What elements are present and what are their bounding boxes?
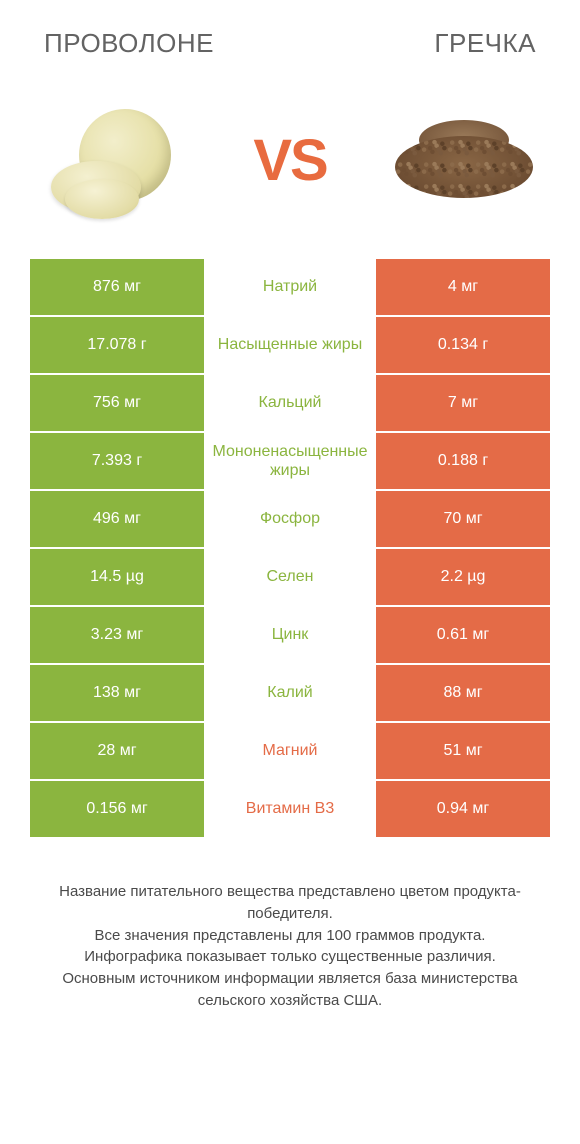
- table-row: 756 мгКальций7 мг: [30, 375, 550, 433]
- footer-line: Инфографика показывает только существенн…: [30, 946, 550, 968]
- left-value-cell: 496 мг: [30, 491, 204, 547]
- nutrient-name-cell: Натрий: [204, 259, 376, 315]
- table-row: 876 мгНатрий4 мг: [30, 259, 550, 317]
- provolone-icon: [51, 105, 181, 215]
- table-row: 0.156 мгВитамин B30.94 мг: [30, 781, 550, 839]
- right-value-cell: 88 мг: [376, 665, 550, 721]
- left-value-cell: 0.156 мг: [30, 781, 204, 837]
- nutrient-name-cell: Селен: [204, 549, 376, 605]
- table-row: 28 мгМагний51 мг: [30, 723, 550, 781]
- left-value-cell: 17.078 г: [30, 317, 204, 373]
- footer-line: Все значения представлены для 100 граммо…: [30, 925, 550, 947]
- left-value-cell: 3.23 мг: [30, 607, 204, 663]
- footer-notes: Название питательного вещества представл…: [30, 881, 550, 1012]
- right-product-title: ГРЕЧКА: [434, 28, 536, 59]
- nutrient-name-cell: Магний: [204, 723, 376, 779]
- table-row: 496 мгФосфор70 мг: [30, 491, 550, 549]
- left-value-cell: 876 мг: [30, 259, 204, 315]
- right-value-cell: 0.61 мг: [376, 607, 550, 663]
- table-row: 17.078 гНасыщенные жиры0.134 г: [30, 317, 550, 375]
- left-value-cell: 7.393 г: [30, 433, 204, 489]
- nutrient-name-cell: Фосфор: [204, 491, 376, 547]
- right-value-cell: 0.134 г: [376, 317, 550, 373]
- vs-label: VS: [253, 127, 326, 194]
- right-product-image: [384, 95, 544, 225]
- right-value-cell: 0.188 г: [376, 433, 550, 489]
- vs-row: VS: [0, 77, 580, 259]
- footer-line: Основным источником информации является …: [30, 968, 550, 1012]
- left-value-cell: 14.5 µg: [30, 549, 204, 605]
- right-value-cell: 4 мг: [376, 259, 550, 315]
- right-value-cell: 0.94 мг: [376, 781, 550, 837]
- footer-line: Название питательного вещества представл…: [30, 881, 550, 925]
- table-row: 138 мгКалий88 мг: [30, 665, 550, 723]
- nutrient-name-cell: Кальций: [204, 375, 376, 431]
- comparison-table: 876 мгНатрий4 мг17.078 гНасыщенные жиры0…: [30, 259, 550, 839]
- nutrient-name-cell: Калий: [204, 665, 376, 721]
- left-product-title: ПРОВОЛОНЕ: [44, 28, 214, 59]
- table-row: 3.23 мгЦинк0.61 мг: [30, 607, 550, 665]
- left-value-cell: 756 мг: [30, 375, 204, 431]
- nutrient-name-cell: Витамин B3: [204, 781, 376, 837]
- right-value-cell: 70 мг: [376, 491, 550, 547]
- header: ПРОВОЛОНЕ ГРЕЧКА: [0, 0, 580, 77]
- left-product-image: [36, 95, 196, 225]
- nutrient-name-cell: Мононенасыщенные жиры: [204, 433, 376, 489]
- right-value-cell: 7 мг: [376, 375, 550, 431]
- left-value-cell: 28 мг: [30, 723, 204, 779]
- nutrient-name-cell: Насыщенные жиры: [204, 317, 376, 373]
- right-value-cell: 51 мг: [376, 723, 550, 779]
- nutrient-name-cell: Цинк: [204, 607, 376, 663]
- right-value-cell: 2.2 µg: [376, 549, 550, 605]
- left-value-cell: 138 мг: [30, 665, 204, 721]
- table-row: 14.5 µgСелен2.2 µg: [30, 549, 550, 607]
- buckwheat-icon: [389, 110, 539, 210]
- table-row: 7.393 гМононенасыщенные жиры0.188 г: [30, 433, 550, 491]
